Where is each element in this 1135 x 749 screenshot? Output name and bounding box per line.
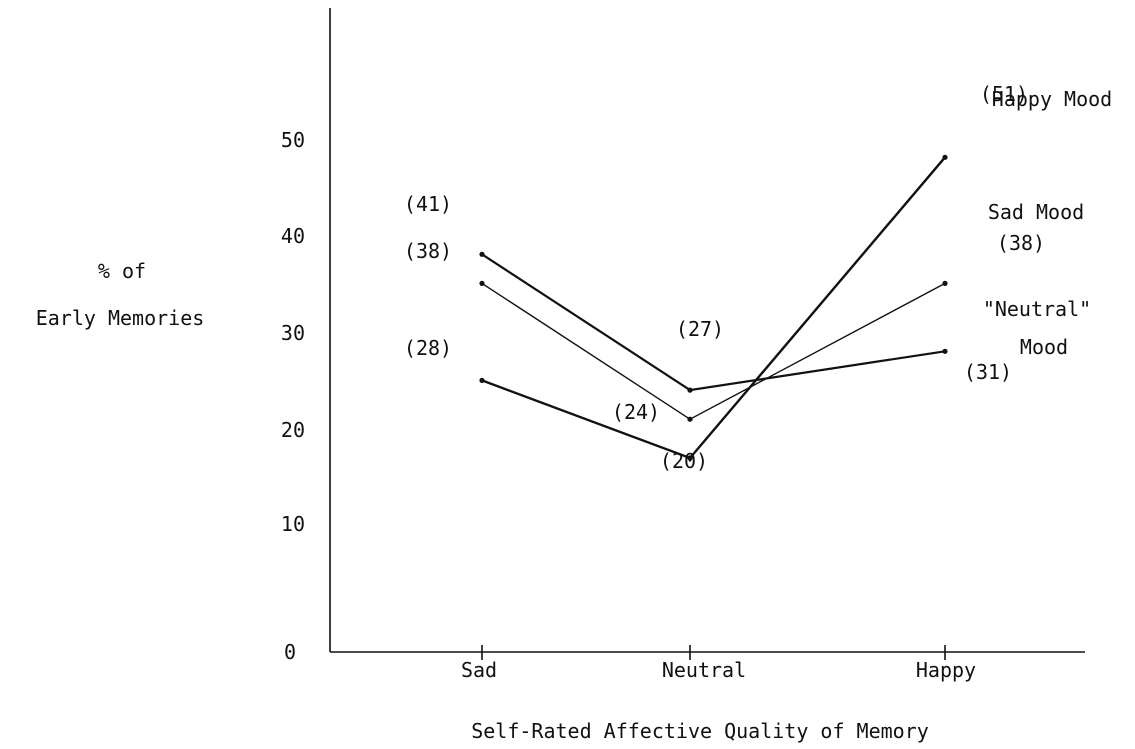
data-points [479, 155, 947, 461]
x-axis-title: Self-Rated Affective Quality of Memory [471, 719, 929, 743]
x-category-label: Neutral [662, 658, 746, 682]
y-tick-label: 0 [284, 640, 296, 664]
data-point [942, 349, 947, 354]
y-tick-label: 30 [281, 321, 305, 345]
data-label: (28) [404, 336, 452, 360]
y-axis-title-line-2: Early Memories [36, 306, 205, 330]
data-point [942, 281, 947, 286]
series-name-neutral-mood-line-2: Mood [1020, 335, 1068, 359]
data-label: (41) [404, 192, 452, 216]
x-category-label: Happy [916, 658, 976, 682]
data-point [687, 417, 692, 422]
data-point [942, 155, 947, 160]
data-label: (31) [964, 360, 1012, 384]
data-point [479, 252, 484, 257]
data-label: (27) [676, 317, 724, 341]
data-point [687, 455, 692, 460]
series-name-happy-mood: Happy Mood [992, 87, 1112, 111]
data-label: (38) [997, 231, 1045, 255]
data-point [479, 378, 484, 383]
y-tick-label: 10 [281, 512, 305, 536]
data-label: (24) [612, 400, 660, 424]
y-axis-title-line-1: % of [98, 259, 146, 283]
series-line-sad-mood [482, 283, 945, 419]
data-label: (38) [404, 239, 452, 263]
series-name-neutral-mood-line-1: "Neutral" [983, 297, 1091, 321]
y-tick-label: 50 [281, 128, 305, 152]
series-line-happy-mood [482, 157, 945, 458]
x-category-label: Sad [461, 658, 497, 682]
data-label: (20) [660, 449, 708, 473]
data-point [479, 281, 484, 286]
data-point [687, 388, 692, 393]
y-tick-label: 20 [281, 418, 305, 442]
series-name-sad-mood: Sad Mood [988, 200, 1084, 224]
y-tick-label: 40 [281, 224, 305, 248]
